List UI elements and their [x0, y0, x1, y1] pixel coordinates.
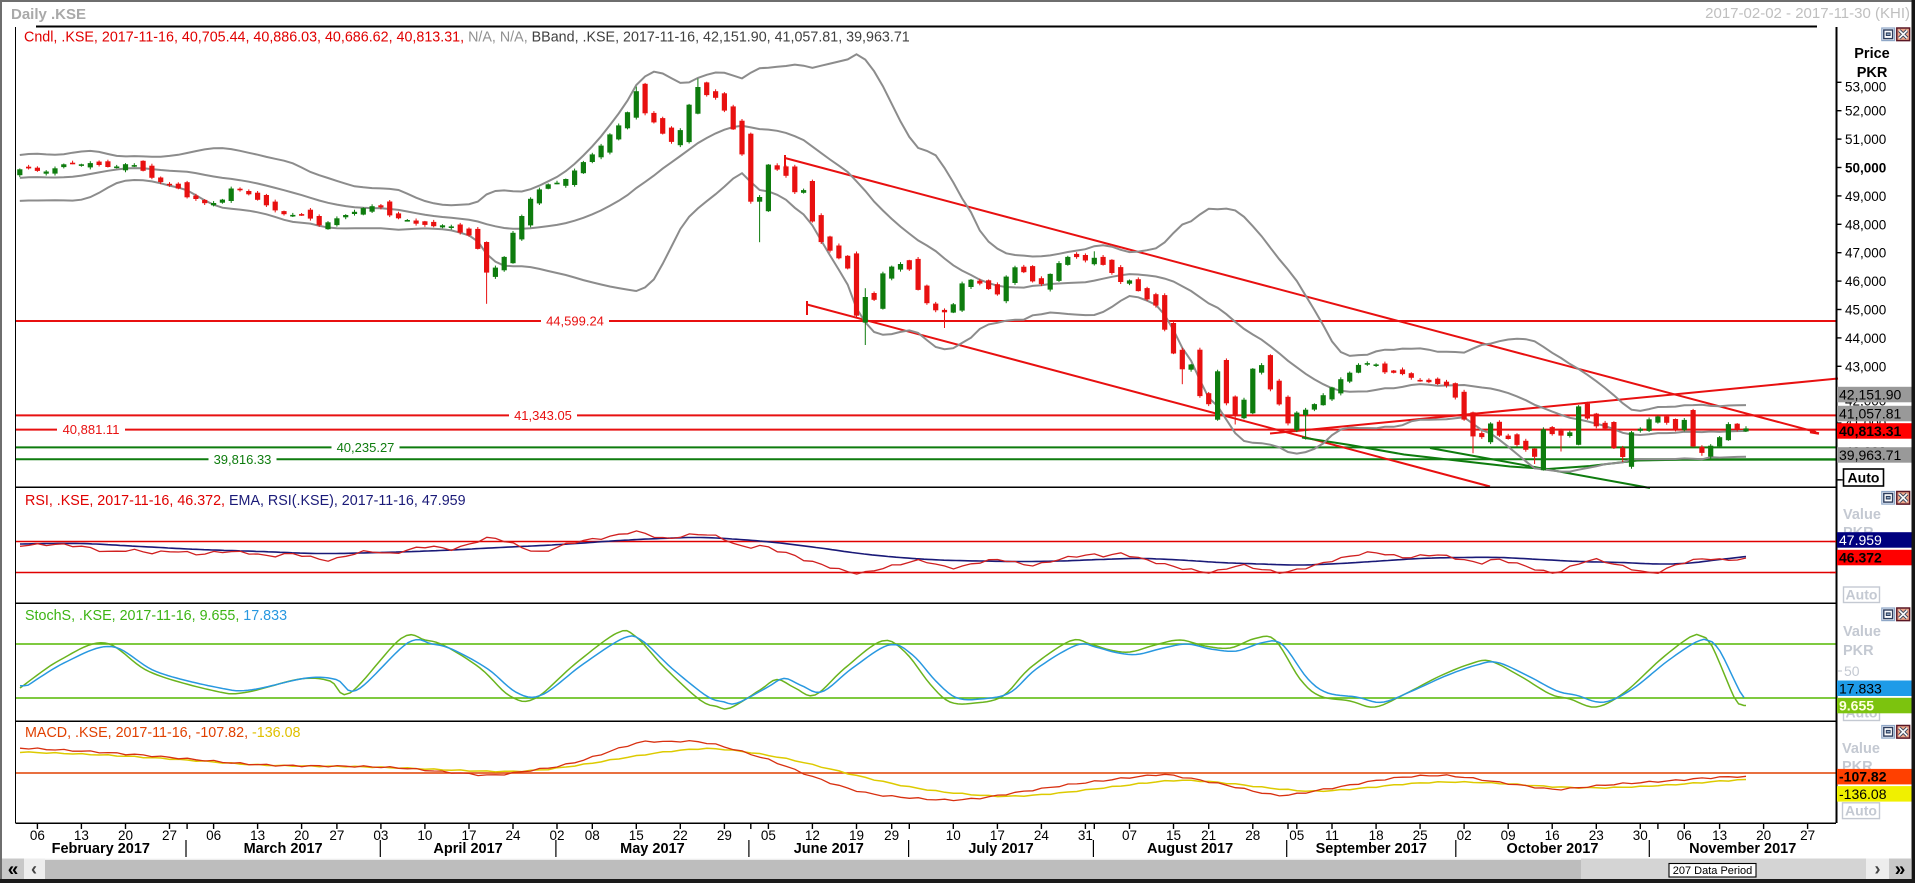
- svg-text:PKR: PKR: [1857, 65, 1888, 81]
- svg-text:31: 31: [1078, 828, 1093, 843]
- svg-text:17: 17: [990, 828, 1005, 843]
- svg-text:51,000: 51,000: [1845, 132, 1886, 147]
- svg-text:Value: Value: [1842, 741, 1880, 757]
- svg-text:19: 19: [849, 828, 864, 843]
- svg-text:PKR: PKR: [1843, 643, 1874, 659]
- svg-text:MACD, .KSE, 2017-11-16, -107.8: MACD, .KSE, 2017-11-16, -107.82, -136.08: [25, 725, 301, 741]
- svg-text:06: 06: [30, 828, 45, 843]
- svg-text:July 2017: July 2017: [968, 841, 1033, 857]
- svg-text:43,000: 43,000: [1845, 359, 1886, 374]
- svg-text:February 2017: February 2017: [52, 841, 150, 857]
- svg-text:05: 05: [1289, 828, 1304, 843]
- svg-text:20: 20: [1756, 828, 1771, 843]
- svg-text:30: 30: [1633, 828, 1648, 843]
- svg-text:»: »: [1895, 860, 1906, 881]
- svg-text:16: 16: [1545, 828, 1560, 843]
- svg-text:09: 09: [1501, 828, 1516, 843]
- svg-text:07: 07: [1122, 828, 1137, 843]
- svg-text:18: 18: [1369, 828, 1384, 843]
- svg-text:17: 17: [461, 828, 476, 843]
- svg-text:27: 27: [1800, 828, 1815, 843]
- svg-text:September 2017: September 2017: [1316, 841, 1427, 857]
- svg-text:Auto: Auto: [1845, 803, 1877, 819]
- svg-text:28: 28: [1245, 828, 1260, 843]
- svg-text:06: 06: [1677, 828, 1692, 843]
- svg-text:40,235.27: 40,235.27: [337, 440, 395, 455]
- svg-text:27: 27: [162, 828, 177, 843]
- svg-text:44,000: 44,000: [1845, 331, 1886, 346]
- svg-text:41,057.81: 41,057.81: [1839, 406, 1901, 422]
- svg-text:15: 15: [1166, 828, 1181, 843]
- svg-text:06: 06: [206, 828, 221, 843]
- svg-text:48,000: 48,000: [1845, 217, 1886, 232]
- svg-text:2017-02-02 - 2017-11-30 (KHI): 2017-02-02 - 2017-11-30 (KHI): [1705, 5, 1910, 22]
- svg-text:23: 23: [1589, 828, 1604, 843]
- svg-text:39,963.71: 39,963.71: [1839, 447, 1901, 463]
- svg-text:May 2017: May 2017: [620, 841, 685, 857]
- svg-text:02: 02: [549, 828, 564, 843]
- svg-text:March 2017: March 2017: [244, 841, 323, 857]
- svg-text:Auto: Auto: [1848, 470, 1880, 486]
- svg-text:21: 21: [1201, 828, 1216, 843]
- svg-text:Daily .KSE: Daily .KSE: [11, 6, 86, 23]
- svg-text:47.959: 47.959: [1839, 532, 1882, 548]
- svg-text:Value: Value: [1843, 624, 1881, 640]
- svg-text:12: 12: [805, 828, 820, 843]
- svg-text:Auto: Auto: [1846, 587, 1878, 603]
- svg-text:›: ›: [1875, 859, 1881, 879]
- svg-text:40,813.31: 40,813.31: [1839, 423, 1901, 439]
- svg-text:46.372: 46.372: [1839, 550, 1882, 566]
- svg-text:08: 08: [585, 828, 600, 843]
- svg-text:9.655: 9.655: [1839, 698, 1874, 714]
- svg-text:05: 05: [761, 828, 776, 843]
- svg-text:August 2017: August 2017: [1147, 841, 1233, 857]
- svg-text:27: 27: [329, 828, 344, 843]
- svg-text:53,000: 53,000: [1845, 79, 1886, 94]
- svg-text:November 2017: November 2017: [1689, 841, 1796, 857]
- svg-text:10: 10: [417, 828, 432, 843]
- svg-text:StochS, .KSE, 2017-11-16, 9.65: StochS, .KSE, 2017-11-16, 9.655, 17.833: [25, 608, 287, 624]
- svg-text:44,599.24: 44,599.24: [546, 314, 604, 329]
- svg-text:40,881.11: 40,881.11: [63, 422, 120, 437]
- svg-text:50,000: 50,000: [1845, 161, 1886, 176]
- svg-text:11: 11: [1325, 828, 1339, 843]
- svg-text:29: 29: [717, 828, 732, 843]
- svg-text:39,816.33: 39,816.33: [214, 452, 272, 467]
- svg-text:45,000: 45,000: [1845, 303, 1886, 318]
- svg-text:April 2017: April 2017: [433, 841, 502, 857]
- svg-text:-136.08: -136.08: [1839, 786, 1887, 802]
- svg-text:‹: ‹: [31, 859, 37, 879]
- svg-text:17.833: 17.833: [1839, 680, 1882, 696]
- svg-text:41,343.05: 41,343.05: [514, 408, 572, 423]
- svg-text:20: 20: [118, 828, 133, 843]
- svg-text:«: «: [8, 860, 19, 881]
- svg-text:13: 13: [250, 828, 265, 843]
- svg-text:22: 22: [673, 828, 688, 843]
- svg-text:207 Data Period: 207 Data Period: [1673, 865, 1753, 877]
- svg-text:-107.82: -107.82: [1839, 769, 1887, 785]
- svg-text:42,151.90: 42,151.90: [1839, 387, 1901, 403]
- svg-text:25: 25: [1413, 828, 1428, 843]
- svg-text:Cndl, .KSE, 2017-11-16, 40,705: Cndl, .KSE, 2017-11-16, 40,705.44, 40,88…: [24, 30, 910, 46]
- svg-text:10: 10: [946, 828, 961, 843]
- svg-text:RSI, .KSE, 2017-11-16, 46.372,: RSI, .KSE, 2017-11-16, 46.372, EMA, RSI(…: [25, 493, 466, 509]
- svg-text:24: 24: [505, 828, 521, 843]
- svg-text:50: 50: [1844, 663, 1860, 679]
- svg-text:52,000: 52,000: [1845, 104, 1886, 119]
- svg-text:20: 20: [294, 828, 309, 843]
- svg-text:24: 24: [1034, 828, 1050, 843]
- svg-text:29: 29: [884, 828, 899, 843]
- svg-text:47,000: 47,000: [1845, 246, 1886, 261]
- svg-text:October 2017: October 2017: [1507, 841, 1599, 857]
- svg-text:13: 13: [1712, 828, 1727, 843]
- svg-text:15: 15: [629, 828, 644, 843]
- svg-text:Price: Price: [1854, 46, 1889, 62]
- svg-text:49,000: 49,000: [1845, 189, 1886, 204]
- svg-text:13: 13: [74, 828, 89, 843]
- svg-text:46,000: 46,000: [1845, 274, 1886, 289]
- svg-text:03: 03: [373, 828, 388, 843]
- svg-text:June 2017: June 2017: [794, 841, 864, 857]
- svg-text:02: 02: [1457, 828, 1472, 843]
- svg-text:Value: Value: [1843, 507, 1881, 523]
